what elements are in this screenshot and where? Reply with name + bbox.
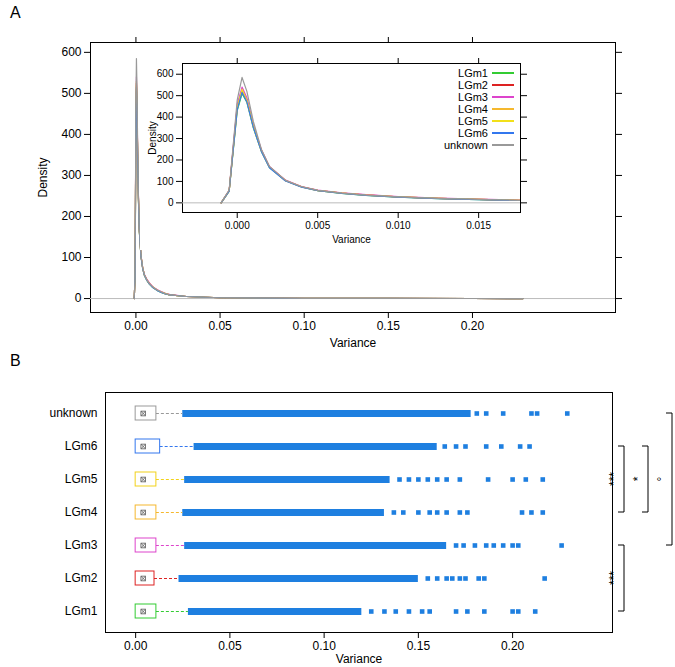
svg-text:0.05: 0.05 (208, 319, 232, 333)
svg-text:***: *** (607, 472, 621, 486)
html-text:LGm5: LGm5 (458, 115, 488, 127)
html-text:LGm4: LGm4 (458, 103, 488, 115)
svg-text:500: 500 (61, 86, 81, 100)
svg-text:Variance: Variance (330, 336, 377, 350)
html-text:unknown: unknown (444, 139, 488, 151)
svg-text:0.10: 0.10 (293, 319, 317, 333)
html-text:A: A (10, 4, 21, 21)
html-text:LGm2: LGm2 (458, 79, 488, 91)
svg-text:LGm1: LGm1 (65, 604, 98, 618)
svg-text:400: 400 (61, 127, 81, 141)
svg-text:Density: Density (147, 121, 158, 154)
svg-text:300: 300 (157, 133, 174, 144)
svg-text:600: 600 (157, 68, 174, 79)
html-text:LGm1: LGm1 (458, 67, 488, 79)
svg-text:LGm6: LGm6 (65, 439, 98, 453)
svg-text:0.005: 0.005 (305, 220, 330, 231)
svg-text:200: 200 (157, 154, 174, 165)
svg-text:0.15: 0.15 (407, 639, 431, 653)
svg-text:0.10: 0.10 (312, 639, 336, 653)
svg-text:0.000: 0.000 (225, 220, 250, 231)
svg-text:Density: Density (36, 157, 50, 197)
svg-text:0: 0 (168, 197, 174, 208)
svg-text:°: ° (655, 476, 669, 481)
svg-text:*: * (631, 476, 645, 481)
svg-text:LGm3: LGm3 (65, 538, 98, 552)
svg-text:0.20: 0.20 (461, 319, 485, 333)
svg-text:100: 100 (157, 176, 174, 187)
svg-text:LGm2: LGm2 (65, 571, 98, 585)
svg-text:500: 500 (157, 90, 174, 101)
svg-text:***: *** (607, 571, 621, 585)
svg-text:600: 600 (61, 45, 81, 59)
svg-text:300: 300 (61, 168, 81, 182)
html-text:LGm6: LGm6 (458, 127, 488, 139)
svg-text:Variance: Variance (332, 234, 371, 245)
svg-text:0: 0 (75, 291, 82, 305)
svg-text:Variance: Variance (336, 652, 383, 666)
svg-text:0.05: 0.05 (218, 639, 242, 653)
svg-text:0.00: 0.00 (124, 639, 148, 653)
svg-text:400: 400 (157, 111, 174, 122)
svg-text:0.20: 0.20 (501, 639, 525, 653)
svg-text:0.015: 0.015 (466, 220, 491, 231)
svg-text:200: 200 (61, 209, 81, 223)
html-text:LGm3: LGm3 (458, 91, 488, 103)
svg-text:0.00: 0.00 (124, 319, 148, 333)
svg-text:unknown: unknown (49, 406, 97, 420)
svg-text:LGm5: LGm5 (65, 472, 98, 486)
svg-text:0.15: 0.15 (377, 319, 401, 333)
svg-text:100: 100 (61, 250, 81, 264)
svg-text:0.010: 0.010 (386, 220, 411, 231)
svg-text:LGm4: LGm4 (65, 505, 98, 519)
html-text:B: B (10, 352, 21, 369)
